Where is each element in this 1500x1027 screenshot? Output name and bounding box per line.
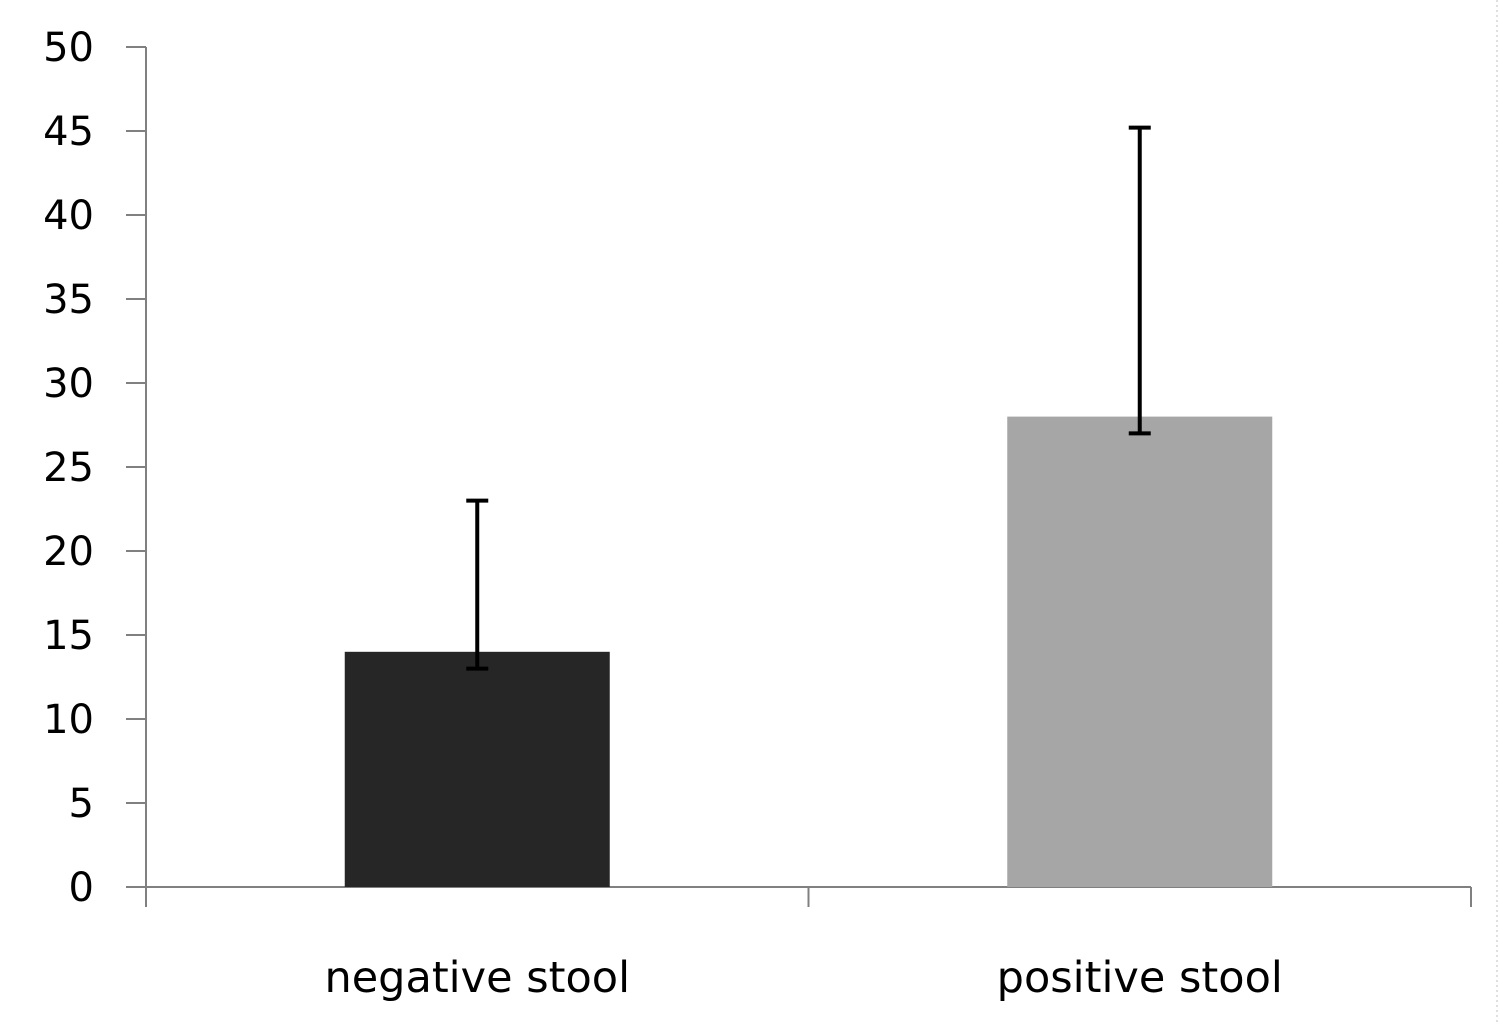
bar-positive-stool <box>1007 416 1273 887</box>
x-category-label: negative stool <box>324 953 630 1003</box>
y-tick-label: 30 <box>43 361 94 407</box>
bars <box>344 416 1273 887</box>
y-tick-label: 20 <box>43 529 94 575</box>
y-tick-label: 0 <box>69 865 94 911</box>
category-labels: negative stool positive stool <box>324 953 1282 1003</box>
y-tick-label: 15 <box>43 613 94 659</box>
y-tick-label: 5 <box>69 781 94 827</box>
y-axis: 0 5 10 15 20 25 30 35 40 45 50 <box>43 25 147 911</box>
bar-negative-stool <box>344 651 610 887</box>
y-tick-label: 40 <box>43 193 94 239</box>
x-category-label: positive stool <box>997 953 1283 1003</box>
x-axis <box>145 886 1472 907</box>
y-tick-label: 35 <box>43 277 94 323</box>
y-tick-label: 10 <box>43 697 94 743</box>
error-bars <box>466 125 1151 671</box>
y-tick-label: 45 <box>43 109 94 155</box>
y-tick-label: 25 <box>43 445 94 491</box>
y-tick-label: 50 <box>43 25 94 71</box>
